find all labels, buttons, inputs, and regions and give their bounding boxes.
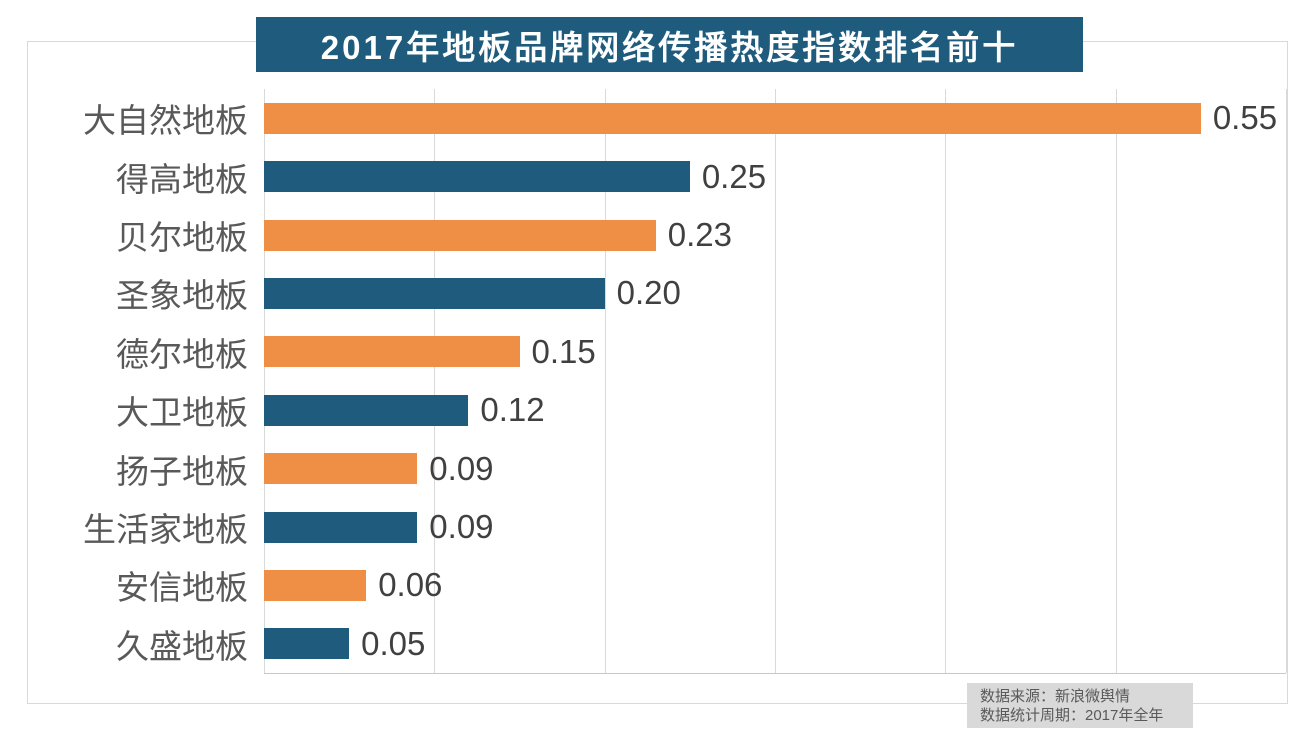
source-period-line: 数据统计周期：2017年全年	[980, 707, 1164, 724]
value-label: 0.05	[361, 624, 426, 662]
source-line: 数据来源：新浪微舆情	[980, 688, 1131, 705]
category-label: 德尔地板	[116, 335, 248, 373]
category-label: 得高地板	[116, 160, 248, 198]
gridline	[945, 89, 947, 673]
bar-row: 得高地板 0.25	[116, 147, 1286, 205]
category-label: 大卫地板	[116, 394, 248, 432]
category-label: 扬子地板	[116, 452, 248, 490]
bar	[264, 628, 350, 660]
gridline	[1286, 89, 1287, 673]
source-note-box: 数据来源：新浪微舆情 数据统计周期：2017年全年	[967, 683, 1193, 728]
value-label: 0.25	[701, 157, 767, 195]
bar-row: 贝尔地板 0.23	[116, 206, 1286, 264]
bar	[264, 277, 605, 309]
chart-title: 2017年地板品牌网络传播热度指数排名前十	[320, 28, 1019, 66]
bar	[264, 511, 418, 543]
bar-row: 扬子地板 0.09	[116, 439, 1286, 497]
gridline	[434, 89, 436, 673]
category-label: 久盛地板	[116, 627, 248, 665]
plot-area: 大自然地板 0.55 得高地板 0.25 贝尔地板 0.23 圣象地板 0.20 德尔地板 0.1…	[83, 89, 1287, 674]
bar-row: 圣象地板 0.20	[116, 264, 1286, 322]
bar	[264, 336, 520, 368]
bar-row: 久盛地板 0.05	[116, 615, 1286, 673]
value-label: 0.55	[1212, 99, 1278, 137]
gridline	[775, 89, 776, 673]
value-label: 0.23	[667, 216, 732, 254]
value-label: 0.06	[378, 566, 443, 604]
category-label: 安信地板	[116, 569, 248, 607]
category-label: 贝尔地板	[116, 219, 248, 257]
category-label: 生活家地板	[83, 511, 248, 549]
value-label: 0.15	[531, 332, 596, 370]
bar	[264, 569, 367, 601]
chart-title-banner: 2017年地板品牌网络传播热度指数排名前十	[256, 17, 1083, 72]
bar	[264, 102, 1201, 134]
bar-row: 大自然地板 0.55	[83, 89, 1286, 147]
gridline	[264, 89, 265, 673]
bar	[264, 394, 469, 426]
bar-row: 生活家地板 0.09	[83, 498, 1286, 556]
category-label: 大自然地板	[83, 102, 248, 140]
bar-row: 大卫地板 0.12	[116, 381, 1286, 439]
value-label: 0.09	[429, 508, 494, 546]
bar	[264, 219, 656, 251]
bar-row: 安信地板 0.06	[116, 556, 1286, 614]
bar-row: 德尔地板 0.15	[116, 323, 1286, 381]
gridline	[604, 89, 606, 673]
bar	[264, 161, 690, 193]
value-label: 0.09	[429, 449, 494, 487]
value-label: 0.20	[616, 274, 681, 312]
chart-border-frame	[27, 41, 1288, 704]
bar-rows: 大自然地板 0.55 得高地板 0.25 贝尔地板 0.23 圣象地板 0.20 德尔地板 0.1…	[83, 89, 1286, 673]
category-label: 圣象地板	[116, 277, 248, 315]
gridline	[1115, 89, 1117, 673]
value-label: 0.12	[480, 391, 545, 429]
bar	[264, 453, 418, 485]
